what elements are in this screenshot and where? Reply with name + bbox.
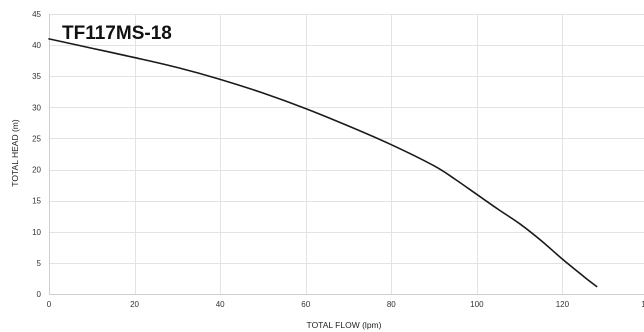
chart-title: TF117MS-18 xyxy=(62,23,172,44)
x-tick-label: 120 xyxy=(556,300,570,309)
y-tick-label: 10 xyxy=(32,228,41,237)
pump-curve-line xyxy=(48,38,598,288)
y-tick-label: 40 xyxy=(32,41,41,50)
y-tick-label: 45 xyxy=(32,10,41,19)
y-tick-label: 15 xyxy=(32,197,41,206)
x-axis-title: TOTAL FLOW (lpm) xyxy=(307,320,382,330)
x-tick-label: 140 xyxy=(641,300,644,309)
series xyxy=(48,38,598,288)
x-tick-label: 0 xyxy=(47,300,52,309)
y-tick-label: 5 xyxy=(37,259,42,268)
x-tick-label: 80 xyxy=(387,300,396,309)
y-tick-label: 25 xyxy=(32,134,41,143)
axes xyxy=(49,14,644,295)
x-tick-label: 20 xyxy=(130,300,139,309)
x-tick-label: 40 xyxy=(216,300,225,309)
tick-labels: 0 5 10 15 20 25 30 35 40 45 0 20 40 60 80 100 120 140 xyxy=(32,10,644,309)
y-tick-label: 35 xyxy=(32,72,41,81)
y-tick-label: 0 xyxy=(37,290,42,299)
grid xyxy=(49,14,644,294)
y-tick-label: 30 xyxy=(32,103,41,112)
x-tick-label: 60 xyxy=(301,300,310,309)
y-tick-label: 20 xyxy=(32,166,41,175)
y-axis-title: TOTAL HEAD (m) xyxy=(10,119,20,187)
x-tick-label: 100 xyxy=(470,300,484,309)
